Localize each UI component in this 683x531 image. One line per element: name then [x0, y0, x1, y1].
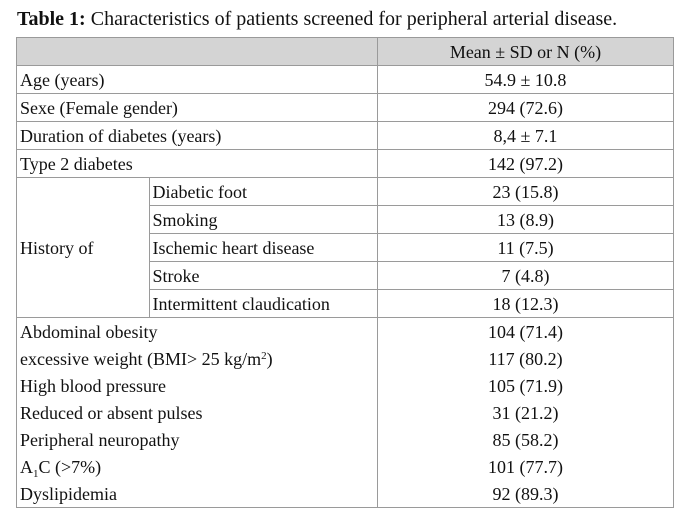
row-label-main: A [20, 456, 33, 477]
row-value: 142 (97.2) [377, 149, 674, 178]
row-label: Sexe (Female gender) [16, 93, 378, 122]
header-value-cell: Mean ± SD or N (%) [377, 37, 674, 66]
row-value: 101 (77.7) [377, 453, 674, 480]
table-row: Reduced or absent pulses 31 (21.2) [16, 399, 674, 426]
row-label: Dyslipidemia [16, 480, 378, 508]
row-label-superscript: 2 [261, 349, 267, 362]
table-row: Type 2 diabetes 142 (97.2) [16, 149, 674, 178]
row-value: 18 (12.3) [377, 289, 674, 318]
history-item-label: Smoking [148, 205, 378, 234]
row-value: 117 (80.2) [377, 345, 674, 372]
table-row: excessive weight (BMI> 25 kg/m2) 117 (80… [16, 345, 674, 372]
table-header-row: Mean ± SD or N (%) [16, 37, 674, 66]
table-row: A1C (>7%) 101 (77.7) [16, 453, 674, 480]
row-value: 8,4 ± 7.1 [377, 121, 674, 150]
row-label-subscript: 1 [33, 467, 39, 480]
table-caption-text: Characteristics of patients screened for… [85, 8, 618, 30]
table-row: Smoking 13 (8.9) [17, 205, 674, 234]
row-value: 85 (58.2) [377, 426, 674, 453]
row-value: 11 (7.5) [377, 233, 674, 262]
row-value: 104 (71.4) [377, 317, 674, 345]
row-value: 23 (15.8) [377, 177, 674, 206]
row-label: Reduced or absent pulses [16, 399, 378, 426]
table-row: Abdominal obesity 104 (71.4) [16, 317, 674, 345]
history-item-label: Diabetic foot [148, 177, 378, 206]
row-label: Type 2 diabetes [16, 149, 378, 178]
table-row: Sexe (Female gender) 294 (72.6) [16, 93, 674, 122]
table-caption-label: Table 1: [17, 8, 86, 30]
row-label: A1C (>7%) [16, 453, 378, 480]
header-empty-cell [149, 37, 378, 66]
row-label: Abdominal obesity [16, 317, 378, 345]
patient-characteristics-table: Mean ± SD or N (%) Age (years) 54.9 ± 10… [16, 37, 674, 508]
row-value: 31 (21.2) [377, 399, 674, 426]
row-value: 92 (89.3) [377, 480, 674, 508]
row-label: Age (years) [16, 65, 378, 94]
history-item-label: Stroke [148, 261, 378, 290]
row-label-end: C (>7%) [38, 456, 102, 477]
table-row: Ischemic heart disease 11 (7.5) [17, 233, 674, 262]
row-label: Duration of diabetes (years) [16, 121, 378, 150]
table-row: Age (years) 54.9 ± 10.8 [16, 65, 674, 94]
row-label-end: ) [266, 348, 273, 369]
table-row: History of Diabetic foot 23 (15.8) [16, 177, 674, 318]
row-value: 54.9 ± 10.8 [377, 65, 674, 94]
row-label: High blood pressure [16, 372, 378, 399]
history-item-label: Intermittent claudication [148, 289, 378, 318]
table-row: High blood pressure 105 (71.9) [16, 372, 674, 399]
row-value: 105 (71.9) [377, 372, 674, 399]
table-row: Intermittent claudication 18 (12.3) [17, 289, 674, 318]
row-value: 7 (4.8) [377, 261, 674, 290]
history-item-label: Ischemic heart disease [148, 233, 378, 262]
row-value: 13 (8.9) [377, 205, 674, 234]
header-empty-cell [16, 37, 149, 66]
table-caption: Table 1: Characteristics of patients scr… [17, 7, 617, 31]
history-group-label: History of [16, 177, 150, 318]
row-label: Peripheral neuropathy [16, 426, 378, 453]
table-row: Peripheral neuropathy 85 (58.2) [16, 426, 674, 453]
row-value: 294 (72.6) [377, 93, 674, 122]
table-row: Duration of diabetes (years) 8,4 ± 7.1 [16, 121, 674, 150]
table-row: Dyslipidemia 92 (89.3) [16, 480, 674, 508]
row-label: excessive weight (BMI> 25 kg/m2) [16, 345, 378, 372]
table-row: Stroke 7 (4.8) [17, 261, 674, 290]
row-label-main: excessive weight (BMI> 25 kg/m [20, 348, 262, 369]
